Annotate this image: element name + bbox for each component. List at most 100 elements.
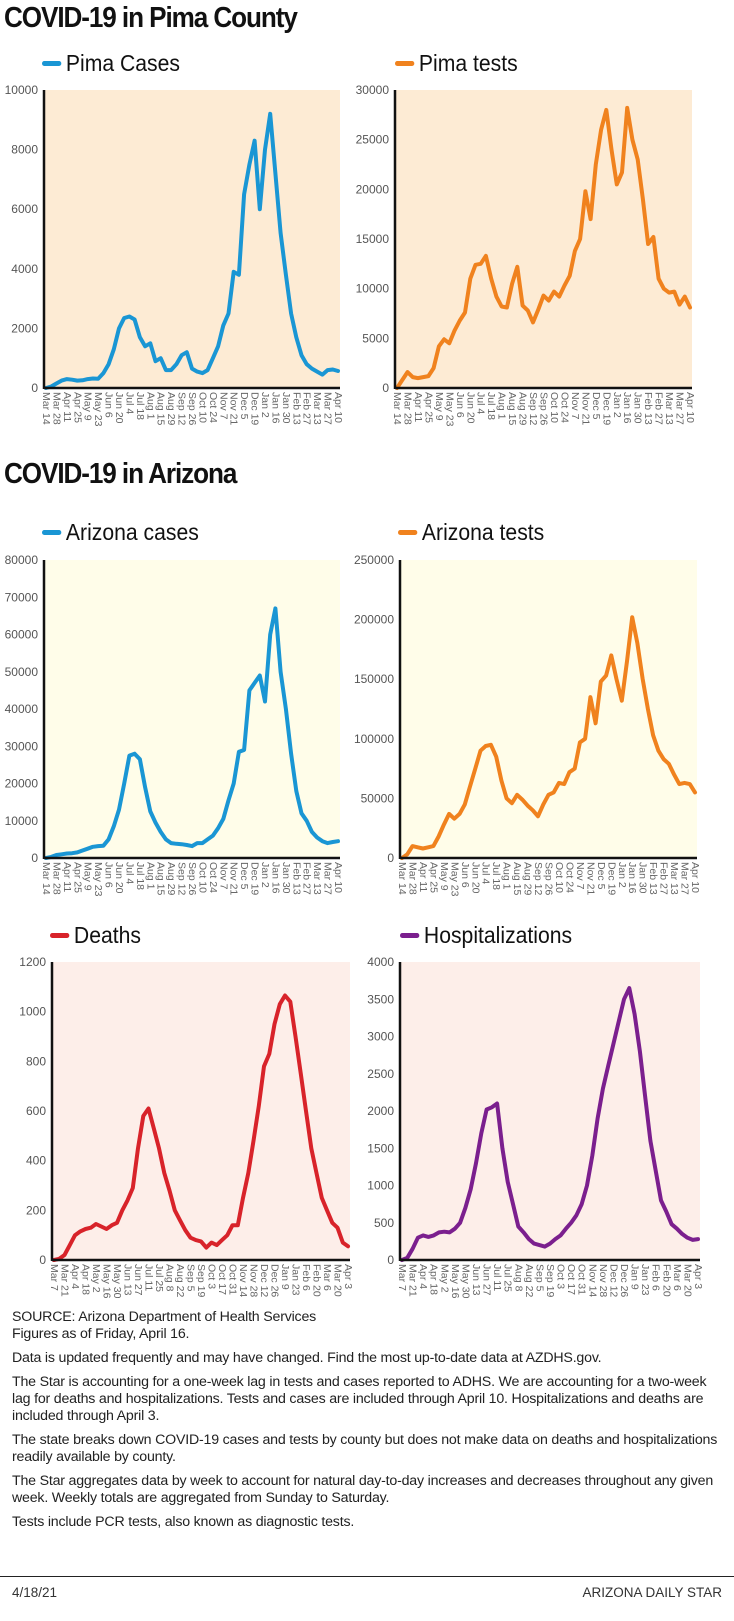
x-tick-label: May 30	[111, 1264, 123, 1299]
x-tick-label: Aug 1	[496, 392, 508, 420]
x-tick-label: Mar 13	[311, 392, 323, 425]
y-tick-label: 1000	[19, 1005, 46, 1019]
x-tick-label: Feb 13	[642, 392, 654, 425]
x-tick-label: May 23	[92, 862, 104, 897]
x-tick-label: Apr 10	[684, 392, 696, 423]
y-tick-label: 40000	[5, 702, 39, 716]
x-tick-label: Oct 3	[206, 1264, 218, 1289]
x-tick-label: Feb 20	[311, 1264, 323, 1297]
legend-arizona-tests: Arizona tests	[398, 519, 544, 546]
legend-swatch	[42, 61, 62, 66]
x-tick-label: Mar 6	[321, 1264, 333, 1291]
y-tick-label: 2500	[367, 1067, 394, 1081]
x-tick-label: Apr 3	[342, 1264, 354, 1289]
x-tick-label: Dec 19	[600, 392, 612, 425]
y-tick-label: 0	[31, 381, 38, 395]
footer-divider	[0, 1576, 734, 1577]
x-tick-label: Oct 31	[227, 1264, 239, 1295]
x-tick-label: Sep 12	[176, 862, 188, 895]
x-tick-label: Mar 14	[396, 862, 408, 895]
x-tick-label: Nov 21	[228, 862, 240, 895]
x-tick-label: Aug 29	[517, 392, 529, 425]
x-tick-label: Apr 25	[71, 862, 83, 893]
note-paragraph: Tests include PCR tests, also known as d…	[12, 1514, 355, 1530]
x-tick-label: Jan 30	[632, 392, 644, 424]
y-tick-label: 0	[387, 1253, 394, 1267]
x-tick-label: May 9	[82, 392, 94, 421]
x-tick-label: Jul 4	[123, 862, 135, 884]
x-tick-label: Sep 12	[532, 862, 544, 895]
y-tick-label: 5000	[362, 331, 389, 345]
x-tick-label: Jan 16	[269, 392, 281, 424]
y-tick-label: 400	[26, 1154, 46, 1168]
x-tick-label: Nov 21	[228, 392, 240, 425]
x-tick-label: May 23	[92, 392, 104, 427]
x-tick-label: Aug 8	[164, 1264, 176, 1292]
x-tick-label: Jan 23	[290, 1264, 302, 1296]
y-tick-label: 2000	[367, 1104, 394, 1118]
legend-deaths: Deaths	[50, 922, 141, 949]
note-paragraph: Data is updated frequently and may have …	[12, 1350, 602, 1366]
plot-background	[44, 90, 340, 388]
footer-publisher: ARIZONA DAILY STAR	[582, 1585, 722, 1600]
y-tick-label: 25000	[356, 133, 390, 147]
x-tick-label: Mar 6	[671, 1264, 683, 1291]
y-tick-label: 60000	[5, 628, 39, 642]
x-tick-label: Oct 17	[565, 1264, 577, 1295]
x-tick-label: Oct 24	[207, 862, 219, 893]
x-tick-label: Jul 18	[485, 392, 497, 420]
x-tick-label: Feb 27	[301, 862, 313, 895]
x-tick-label: Dec 5	[238, 862, 250, 890]
notes: SOURCE: Arizona Department of Health Ser…	[12, 1309, 722, 1538]
x-tick-label: Mar 14	[391, 392, 403, 425]
x-tick-label: May 2	[90, 1264, 102, 1293]
x-tick-label: Jul 25	[502, 1264, 514, 1292]
y-tick-label: 3000	[367, 1030, 394, 1044]
x-tick-label: Jul 4	[475, 392, 487, 414]
y-tick-label: 3500	[367, 992, 394, 1006]
x-tick-label: Jun 27	[132, 1264, 144, 1296]
x-tick-label: Jan 16	[621, 392, 633, 424]
x-tick-label: Sep 12	[176, 392, 188, 425]
x-tick-label: Sep 19	[195, 1264, 207, 1297]
x-tick-label: Sep 5	[533, 1264, 545, 1292]
section-heading-arizona: COVID-19 in Arizona	[4, 458, 237, 490]
x-tick-label: Aug 1	[144, 862, 156, 890]
x-tick-label: Jul 11	[143, 1264, 155, 1291]
x-tick-label: May 30	[459, 1264, 471, 1299]
x-tick-label: Sep 19	[544, 1264, 556, 1297]
legend-swatch	[400, 933, 420, 938]
x-tick-label: Jan 2	[611, 392, 623, 418]
x-tick-label: Aug 29	[522, 862, 534, 895]
x-tick-label: Jun 20	[469, 862, 481, 894]
section-heading-pima: COVID-19 in Pima County	[4, 2, 298, 34]
legend-swatch	[50, 933, 70, 938]
x-tick-label: Sep 26	[186, 862, 198, 895]
x-tick-label: Jan 9	[279, 1264, 291, 1290]
x-tick-label: Jul 18	[134, 862, 146, 890]
x-tick-label: Aug 1	[501, 862, 513, 890]
x-tick-label: Jun 6	[103, 862, 115, 888]
y-tick-label: 1200	[19, 955, 46, 969]
x-tick-label: Mar 14	[40, 392, 52, 425]
y-tick-label: 30000	[356, 83, 390, 97]
x-tick-label: Dec 19	[249, 862, 261, 895]
x-tick-label: Jan 2	[259, 862, 271, 888]
x-tick-label: Feb 6	[300, 1264, 312, 1291]
x-tick-label: May 2	[438, 1264, 450, 1293]
legend-label: Deaths	[73, 922, 141, 948]
x-tick-label: Dec 19	[249, 392, 261, 425]
x-tick-label: Jan 9	[629, 1264, 641, 1290]
y-tick-label: 200	[26, 1203, 46, 1217]
x-tick-label: Aug 22	[174, 1264, 186, 1297]
x-tick-label: Sep 26	[538, 392, 550, 425]
y-tick-label: 250000	[354, 553, 394, 567]
legend-label: Hospitalizations	[423, 922, 573, 948]
y-tick-label: 1500	[367, 1141, 394, 1155]
y-tick-label: 70000	[5, 590, 39, 604]
x-tick-label: Dec 19	[605, 862, 617, 895]
